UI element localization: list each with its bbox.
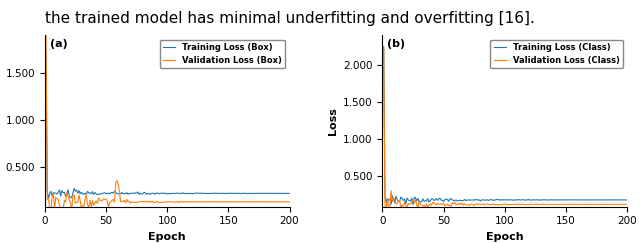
Validation Loss (Class)	[380, 47, 388, 50]
Text: the trained model has minimal underfitting and overfitting [16].: the trained model has minimal underfitti…	[45, 11, 534, 26]
Validation Loss (Class)	[604, 203, 611, 206]
Validation Loss (Class)	[612, 203, 620, 206]
Training Loss (Class)	[623, 199, 631, 201]
X-axis label: Epoch: Epoch	[148, 232, 186, 242]
Training Loss (Box)	[42, 52, 50, 55]
Validation Loss (Box)	[285, 200, 293, 203]
Validation Loss (Class)	[623, 203, 631, 206]
Training Loss (Box)	[285, 192, 293, 195]
Training Loss (Class)	[409, 203, 417, 206]
Validation Loss (Class)	[391, 197, 399, 200]
Validation Loss (Class)	[446, 203, 454, 206]
Training Loss (Class)	[394, 200, 403, 203]
Line: Validation Loss (Box): Validation Loss (Box)	[46, 33, 289, 209]
Text: (a): (a)	[50, 39, 67, 49]
Training Loss (Box)	[89, 190, 97, 193]
Training Loss (Class)	[390, 198, 397, 201]
Training Loss (Box)	[108, 191, 116, 194]
Training Loss (Box)	[45, 198, 52, 200]
Line: Training Loss (Class): Training Loss (Class)	[384, 47, 627, 205]
Training Loss (Class)	[612, 199, 620, 201]
Validation Loss (Box)	[275, 200, 282, 203]
Training Loss (Class)	[446, 198, 454, 200]
Training Loss (Box)	[275, 192, 282, 195]
Training Loss (Class)	[380, 45, 388, 48]
Legend: Training Loss (Box), Validation Loss (Box): Training Loss (Box), Validation Loss (Bo…	[159, 40, 285, 69]
Training Loss (Class)	[604, 199, 611, 201]
Training Loss (Class)	[426, 199, 434, 202]
Legend: Training Loss (Class), Validation Loss (Class): Training Loss (Class), Validation Loss (…	[490, 40, 623, 69]
Line: Training Loss (Box): Training Loss (Box)	[46, 54, 289, 199]
Validation Loss (Box)	[108, 199, 116, 202]
Validation Loss (Class)	[426, 203, 434, 206]
Validation Loss (Box)	[42, 32, 50, 35]
Text: (b): (b)	[387, 39, 406, 49]
Training Loss (Box)	[53, 192, 61, 195]
Line: Validation Loss (Class): Validation Loss (Class)	[384, 49, 627, 209]
Validation Loss (Class)	[382, 207, 390, 210]
Validation Loss (Class)	[396, 199, 403, 202]
Training Loss (Box)	[58, 189, 66, 192]
Validation Loss (Box)	[89, 200, 97, 202]
Training Loss (Box)	[266, 192, 274, 195]
Y-axis label: Loss: Loss	[328, 107, 337, 135]
Validation Loss (Box)	[53, 197, 61, 200]
Validation Loss (Box)	[266, 200, 274, 203]
X-axis label: Epoch: Epoch	[486, 232, 524, 242]
Validation Loss (Box)	[58, 206, 66, 209]
Validation Loss (Box)	[46, 208, 54, 211]
